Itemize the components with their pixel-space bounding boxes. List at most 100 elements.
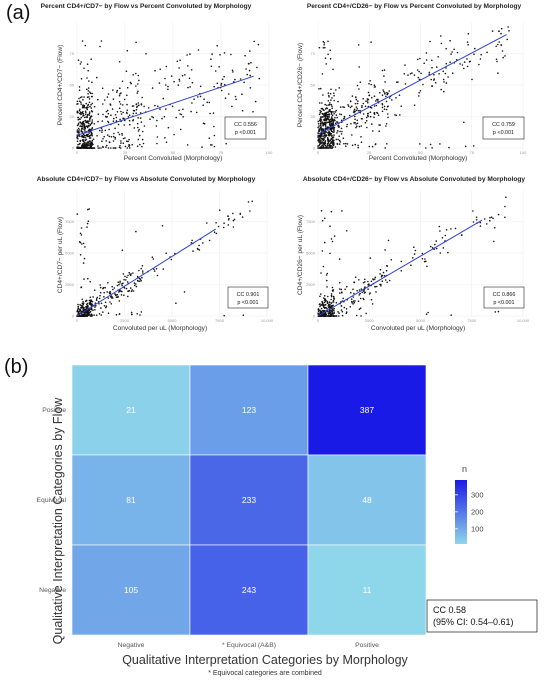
scatter-point [374, 285, 377, 288]
scatter-point [331, 145, 333, 147]
scatter-point [84, 314, 86, 316]
scatter-point [445, 82, 448, 84]
scatter-point [223, 314, 225, 317]
scatter-point [140, 311, 143, 313]
heatmap-legend: n 300 200 100 [455, 464, 484, 544]
scatter-3-cc-box [227, 286, 269, 309]
x-tick-label: 2500 [120, 318, 130, 323]
scatter-point [319, 124, 322, 126]
scatter-point [364, 278, 366, 281]
scatter-point [489, 219, 491, 222]
scatter-2-cc-box [482, 116, 525, 140]
scatter-point [380, 276, 383, 278]
scatter-point [88, 208, 90, 210]
scatter-point [112, 98, 115, 100]
scatter-point [113, 147, 116, 149]
scatter-point [182, 108, 184, 111]
scatter-point [102, 113, 104, 116]
scatter-point [82, 146, 84, 148]
scatter-point [198, 244, 200, 247]
scatter-point [439, 143, 441, 145]
scatter-point [239, 213, 242, 215]
scatter-point [102, 311, 104, 313]
scatter-point [127, 295, 129, 298]
scatter-point [79, 108, 81, 111]
scatter-point [186, 144, 189, 146]
heatmap-cell [189, 544, 309, 636]
scatter-point [329, 304, 332, 306]
scatter-point [318, 309, 320, 311]
scatter-point [91, 121, 93, 123]
scatter-point [98, 313, 101, 315]
scatter-4-p: p <0.001 [493, 300, 514, 306]
scatter-point [445, 229, 448, 231]
scatter-point [354, 102, 357, 105]
scatter-point [370, 41, 372, 43]
scatter-point [140, 279, 142, 282]
scatter-point [110, 295, 113, 297]
scatter-point [345, 145, 347, 147]
scatter-point [374, 278, 376, 280]
scatter-point [321, 302, 324, 304]
scatter-point [413, 74, 416, 76]
scatter-point [232, 71, 234, 73]
scatter-point [212, 112, 215, 114]
scatter-point [374, 86, 377, 88]
scatter-point [92, 309, 94, 312]
scatter-point [225, 142, 227, 145]
scatter-2-ticks: 0 25 50 75 100 0 25 50 75 [311, 51, 528, 155]
scatter-point [356, 122, 359, 125]
scatter-point [318, 113, 321, 116]
scatter-point [335, 89, 337, 91]
scatter-point [331, 120, 333, 123]
scatter-point [132, 112, 135, 115]
scatter-point [219, 54, 221, 56]
scatter-point [110, 136, 113, 138]
scatter-point [141, 276, 143, 279]
scatter-point [326, 302, 329, 305]
scatter-point [184, 74, 186, 76]
scatter-point [161, 225, 164, 227]
scatter-point [334, 116, 336, 119]
scatter-point [323, 241, 326, 244]
scatter-point [326, 315, 329, 317]
scatter-point [317, 147, 319, 149]
scatter-point [93, 123, 96, 125]
heatmap-x-tick: * Equivocal (A&B) [222, 642, 276, 649]
heatmap-y-tick: Negative [39, 587, 66, 594]
scatter-point [330, 117, 333, 120]
scatter-point [431, 66, 433, 69]
scatter-point [88, 144, 90, 147]
scatter-3-ticks: 0 2500 5000 7500 10,000 0 2500 5000 7500 [65, 219, 274, 323]
scatter-point [387, 92, 389, 95]
scatter-point [323, 119, 326, 122]
heatmap-xlabel: Qualitative Interpretation Categories by… [122, 653, 408, 667]
scatter-point [208, 101, 211, 104]
scatter-point [107, 297, 109, 299]
scatter-point [135, 108, 138, 111]
scatter-point [360, 125, 363, 127]
scatter-point [82, 124, 84, 126]
scatter-point [156, 136, 159, 138]
scatter-point [325, 313, 327, 315]
scatter-point [90, 132, 93, 134]
scatter-point [444, 72, 447, 75]
heatmap-cell-value: 48 [362, 495, 372, 505]
x-tick-label: 100 [520, 150, 527, 155]
scatter-point [191, 102, 193, 104]
y-tick-label: 0 [313, 314, 316, 319]
scatter-point [82, 242, 85, 245]
scatter-point [338, 288, 341, 290]
scatter-point [96, 296, 99, 299]
scatter-point [335, 301, 338, 304]
heatmap-cells: 21 123 387 81 233 48 105 243 11 [71, 364, 427, 636]
scatter-point [218, 66, 220, 68]
scatter-point [351, 95, 354, 97]
scatter-point [397, 81, 399, 83]
heatmap-footnote: * Equivocal categories are combined [208, 670, 322, 677]
scatter-point [188, 77, 191, 80]
scatter-point [214, 70, 217, 72]
scatter-point [320, 210, 323, 212]
scatter-point [79, 232, 82, 235]
scatter-point [118, 101, 121, 103]
